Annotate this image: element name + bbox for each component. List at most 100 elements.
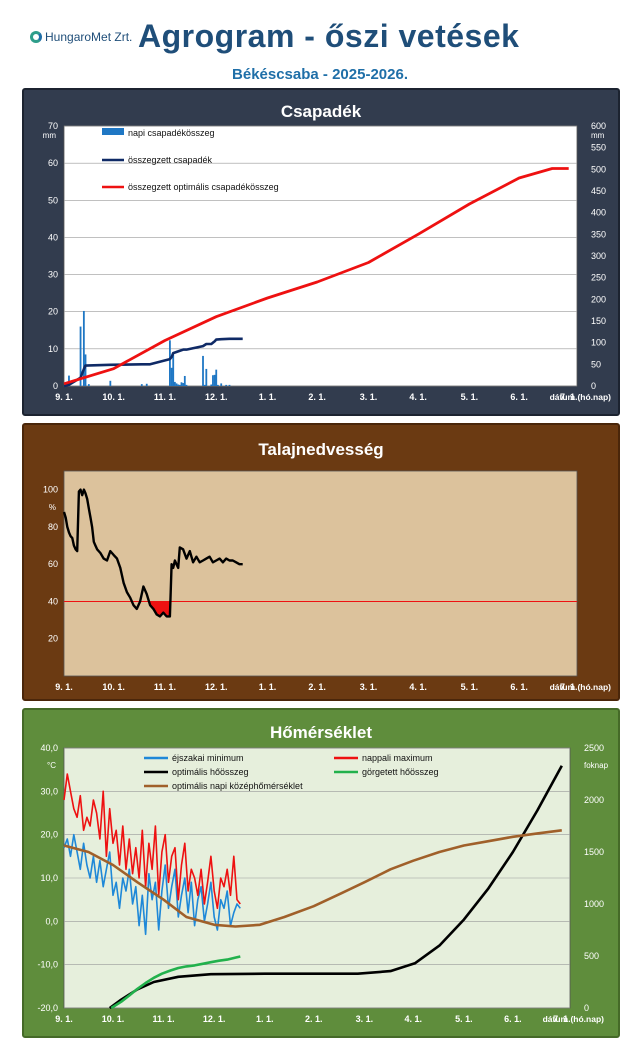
precipitation-chart: Csapadék010203040506070mm050100150200250… [43,102,611,402]
x-tick-label: 3. 1. [356,1014,374,1024]
precip-bar [180,382,183,386]
page-subtitle: Békéscsaba - 2025-2026. [232,66,408,83]
y-unit-label: mm [43,131,57,140]
temp-series-4 [110,955,241,1010]
page-title: Agrogram - őszi vetések [138,18,520,54]
precip-bar [217,384,219,386]
x-tick-label: 6. 1. [504,1014,522,1024]
temp-series-1 [63,833,241,936]
y-tick-label: 70 [48,121,58,131]
x-tick-label: 12. 1. [205,682,228,692]
plot-area [63,125,578,387]
x-axis: 9. 1. 10. 1. 11. 1. 12. 1. 1. 1. 2. 1. 3. 1. 4.… [55,682,611,692]
y2-unit-label: foknap [584,761,609,770]
x-axis: 9. 1. 10. 1. 11. 1. 12. 1. 1. 1. 2. 1. 3. 1. 4.… [55,392,611,402]
legend-label: összegzett csapadék [128,155,213,165]
precip-bar [212,375,214,386]
x-tick-label: 2. 1. [308,392,326,402]
precip-bar [82,310,85,386]
y2-tick-label: 2500 [584,743,604,753]
temp-series-3 [108,765,563,1010]
y-tick-label: 100 [43,485,58,495]
precip-bar [175,383,178,386]
series-line-1 [63,337,243,388]
precip-bar [84,354,87,386]
y-tick-label: 0,0 [45,916,58,926]
legend-label: napi csapadékösszeg [128,128,215,138]
legend-label: görgetett hőösszeg [362,767,439,777]
x-tick-label: 1. 1. [256,1014,274,1024]
x-tick-label: 12. 1. [203,1014,226,1024]
precip-bar [87,384,90,386]
precip-bar [202,355,204,386]
y-tick-label: 40 [48,596,58,606]
x-axis-label: dátum (hó.nap) [550,392,612,402]
soil-moisture-panel: Talajnedvesség 20 40 60 80 100% 9. 1. 10. 1. 11.… [22,423,620,701]
y2-tick-label: 450 [591,186,606,196]
chart-title: Talajnedvesség [258,440,383,459]
soil-moisture-chart: Talajnedvesség 20 40 60 80 100% 9. 1. 10. 1. 11.… [43,440,611,692]
legend-label: összegzett optimális csapadékösszeg [128,182,279,192]
y2-tick-label: 500 [591,164,606,174]
precip-bar [140,384,143,386]
precip-bar [225,384,228,386]
precip-bar [185,384,188,386]
y-tick-label: 20 [48,307,58,317]
precip-bar [228,384,231,386]
y2-tick-label: 100 [591,338,606,348]
y-tick-label: -20,0 [37,1003,58,1013]
y2-axis: 0 500 1000 1500 2000 2500 [584,743,604,1013]
precip-bar [79,326,82,386]
y-tick-label: 30 [48,270,58,280]
x-tick-label: 9. 1. [55,392,73,402]
x-tick-label: 6. 1. [510,682,528,692]
x-tick-label: 6. 1. [510,392,528,402]
y-unit-label: % [49,503,56,512]
logo-text: HungaroMet Zrt. [45,30,133,44]
y2-tick-label: 1000 [584,899,604,909]
x-tick-label: 9. 1. [55,1014,73,1024]
y2-tick-label: 150 [591,316,606,326]
x-tick-label: 2. 1. [305,1014,323,1024]
x-tick-label: 2. 1. [308,682,326,692]
y2-tick-label: 2000 [584,795,604,805]
precipitation-panel: Csapadék 0 10 20 30 40 50 60 70 mm 0 50 100 150 200 250… [22,88,620,416]
x-tick-label: 3. 1. [360,682,378,692]
x-tick-label: 5. 1. [461,392,479,402]
y2-tick-label: 600 [591,121,606,131]
x-tick-label: 5. 1. [455,1014,473,1024]
precip-bar [220,383,223,386]
legend-label: nappali maximum [362,753,433,763]
precip-bar [183,375,186,386]
y-axis: -20,0 -10,0 0,0 10,0 20,0 30,0 40,0 [37,743,570,1013]
legend-label: éjszakai minimum [172,753,244,763]
precip-bar [205,368,208,386]
precip-bar [213,374,216,386]
chart-title: Csapadék [281,102,362,121]
x-tick-label: 10. 1. [102,682,125,692]
y-tick-label: 10 [48,344,58,354]
precip-bar [172,354,175,386]
y-axis: 0 10 20 30 40 50 60 70 [48,121,577,391]
x-tick-label: 5. 1. [461,682,479,692]
x-tick-label: 10. 1. [102,1014,125,1024]
x-tick-label: 7. 1. [560,392,578,402]
y2-tick-label: 250 [591,273,606,283]
y2-tick-label: 400 [591,208,606,218]
x-tick-label: 1. 1. [259,392,277,402]
y-tick-label: 80 [48,522,58,532]
y-tick-label: 60 [48,158,58,168]
precip-bar [173,381,176,386]
y2-tick-label: 200 [591,294,606,304]
plot-area [63,470,578,677]
precip-bar [210,384,213,386]
x-tick-label: 12. 1. [205,392,228,402]
x-tick-label: 4. 1. [409,682,427,692]
logo-icon [30,31,42,43]
legend-swatch [102,128,124,135]
y-unit-label: °C [47,761,56,770]
legend-block: éjszakai minimum nappali maximum optimális… [144,753,439,791]
precip-bar [178,384,181,386]
x-tick-label: 7. 1. [553,1014,571,1024]
soil-moisture-line [62,488,243,618]
